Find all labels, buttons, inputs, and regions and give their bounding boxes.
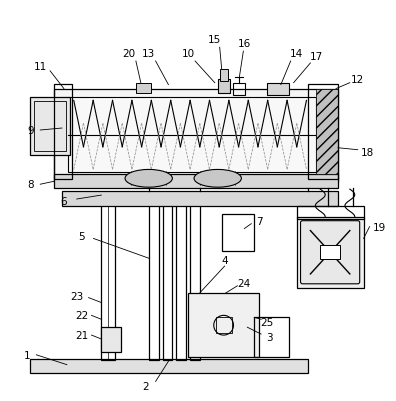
Bar	[316, 89, 338, 175]
Bar	[62, 192, 338, 207]
Bar	[216, 318, 232, 333]
Text: 11: 11	[34, 62, 47, 72]
Text: 20: 20	[122, 49, 135, 59]
Bar	[68, 98, 316, 173]
Bar	[176, 200, 186, 360]
Ellipse shape	[125, 170, 172, 188]
Text: 2: 2	[143, 381, 149, 391]
Text: 18: 18	[361, 147, 374, 157]
Bar	[190, 200, 200, 360]
Text: 21: 21	[75, 330, 88, 340]
Text: 5: 5	[78, 232, 85, 242]
Text: 6: 6	[61, 196, 67, 207]
Text: 22: 22	[75, 311, 88, 320]
Bar	[308, 85, 338, 180]
Bar	[267, 83, 289, 95]
Text: 4: 4	[221, 255, 228, 265]
Bar	[54, 175, 338, 189]
Text: 9: 9	[27, 126, 34, 136]
Bar	[297, 207, 364, 219]
Bar	[101, 205, 115, 360]
Bar	[222, 214, 254, 252]
Text: 13: 13	[142, 49, 155, 59]
Text: 8: 8	[27, 180, 34, 190]
Text: 10: 10	[182, 49, 195, 59]
Text: 25: 25	[261, 318, 274, 328]
Bar	[54, 89, 338, 183]
Text: 23: 23	[70, 291, 83, 301]
Bar	[30, 98, 70, 155]
Text: 14: 14	[290, 49, 303, 59]
Text: 19: 19	[373, 222, 386, 232]
Text: 3: 3	[266, 332, 272, 342]
Bar	[188, 293, 259, 357]
Bar	[218, 79, 230, 93]
Bar	[297, 217, 364, 288]
Bar	[234, 83, 246, 95]
Text: 15: 15	[208, 35, 221, 45]
Text: 24: 24	[238, 278, 251, 288]
Bar	[162, 200, 172, 360]
FancyBboxPatch shape	[301, 221, 360, 284]
Bar	[34, 102, 66, 151]
Bar	[320, 246, 340, 259]
Text: 1: 1	[24, 350, 31, 360]
Bar	[54, 85, 72, 180]
Text: 17: 17	[310, 52, 323, 62]
Bar	[220, 70, 228, 81]
Text: 16: 16	[238, 39, 251, 49]
Ellipse shape	[194, 170, 242, 188]
Text: 7: 7	[256, 216, 263, 226]
Bar	[149, 200, 158, 360]
Bar	[30, 359, 308, 373]
Bar	[136, 83, 150, 93]
Text: 12: 12	[351, 75, 364, 85]
Bar	[254, 318, 289, 357]
Bar	[101, 327, 121, 352]
